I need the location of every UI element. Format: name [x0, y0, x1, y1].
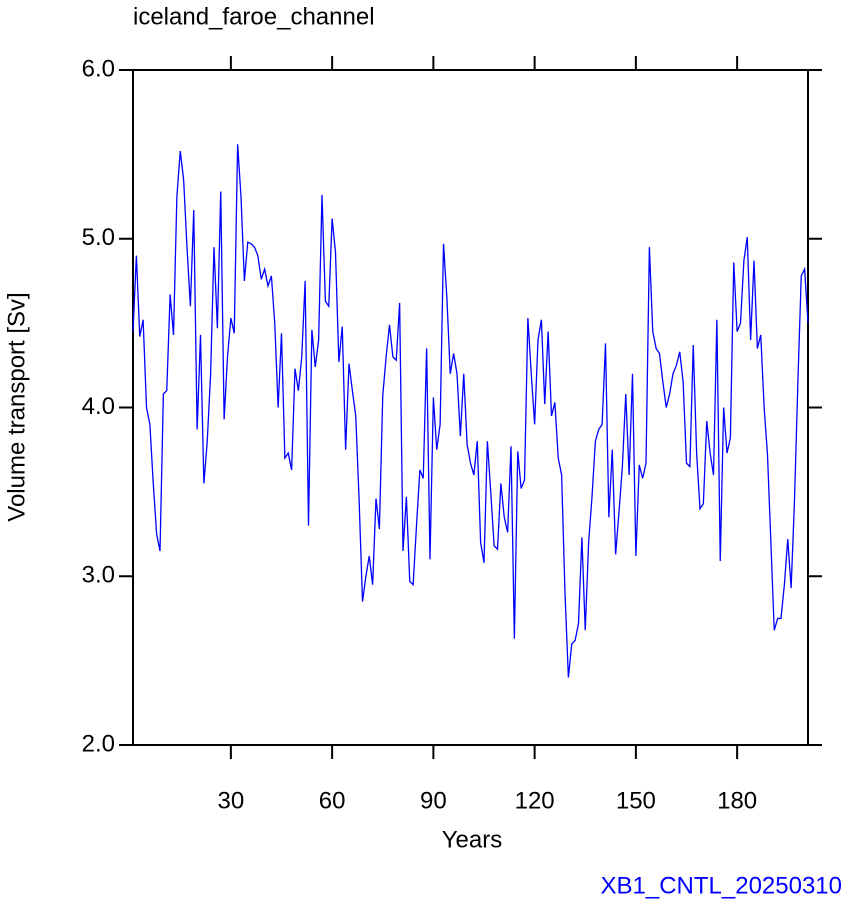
y-tick-label: 3.0 [82, 562, 115, 589]
x-tick-label: 150 [616, 787, 656, 814]
x-tick-label: 60 [319, 787, 346, 814]
y-tick-label: 5.0 [82, 224, 115, 251]
annotation: XB1_CNTL_20250310 [600, 872, 842, 899]
chart-title: iceland_faroe_channel [133, 3, 375, 30]
y-tick-label: 6.0 [82, 55, 115, 82]
y-tick-label: 2.0 [82, 730, 115, 757]
x-tick-label: 30 [218, 787, 245, 814]
x-tick-label: 120 [515, 787, 555, 814]
data-line [132, 144, 809, 678]
x-axis-label: Years [442, 826, 503, 853]
plot-frame [132, 69, 809, 746]
x-tick-label: 180 [717, 787, 757, 814]
x-tick-label: 90 [420, 787, 447, 814]
y-tick-label: 4.0 [82, 393, 115, 420]
y-axis-label: Volume transport [Sv] [3, 292, 30, 521]
